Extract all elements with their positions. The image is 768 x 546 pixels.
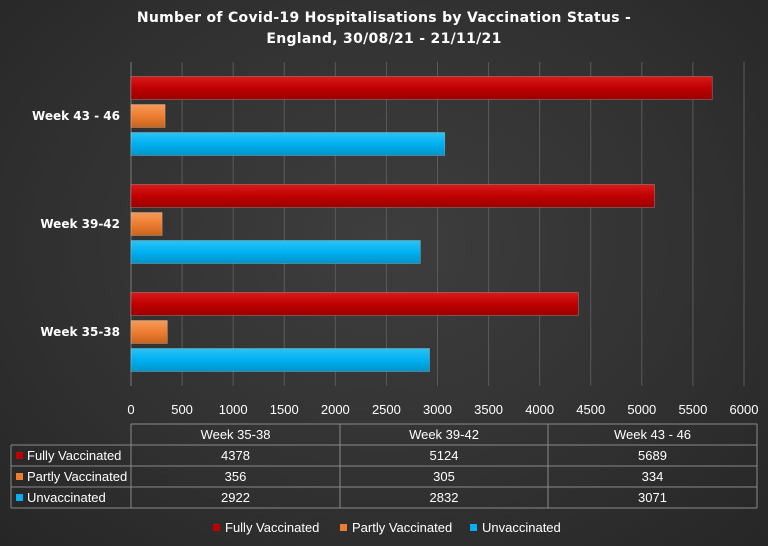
category-label: Week 39-42 (40, 217, 120, 231)
legend: Fully Vaccinated Partly Vaccinated Unvacci… (213, 520, 561, 535)
partly-vaccinated-key (16, 473, 23, 480)
data-table: Week 35-38 Week 39-42 Week 43 - 46 Fully Va… (10, 423, 758, 509)
table-cell: 4378 (221, 448, 250, 463)
unvaccinated-bar (130, 348, 430, 372)
x-tick-label: 3000 (423, 402, 452, 417)
table-row-label: Fully Vaccinated (27, 448, 121, 463)
table-cell: 2922 (221, 490, 250, 505)
legend-unvaccinated: Unvaccinated (482, 520, 561, 535)
x-tick-label: 4000 (525, 402, 554, 417)
x-tick-label: 500 (171, 402, 193, 417)
partly-vaccinated-bar (130, 320, 168, 344)
x-tick-label: 3500 (474, 402, 503, 417)
table-cell: 305 (433, 469, 455, 484)
x-tick-label: 1000 (219, 402, 248, 417)
gridlines (130, 62, 745, 386)
unvaccinated-bar (130, 240, 421, 264)
table-header: Week 43 - 46 (614, 427, 691, 442)
bars (130, 76, 713, 372)
chart-title-line-1: Number of Covid-19 Hospitalisations by V… (136, 10, 632, 26)
legend-partly-vaccinated: Partly Vaccinated (352, 520, 452, 535)
unvaccinated-key (16, 494, 23, 501)
table-cell: 3071 (638, 490, 667, 505)
chart-title-line-2: England, 30/08/21 - 21/11/21 (266, 31, 502, 47)
legend-fully-vaccinated-swatch (213, 524, 220, 531)
x-axis-ticks: 0 500 1000 1500 2000 2500 3000 3500 4000 4500 5000… (127, 402, 758, 417)
category-label: Week 43 - 46 (32, 109, 120, 123)
table-header: Week 35-38 (201, 427, 271, 442)
fully-vaccinated-bar (130, 76, 713, 100)
fully-vaccinated-key (16, 452, 23, 459)
legend-unvaccinated-swatch (470, 524, 477, 531)
table-cell: 334 (642, 469, 664, 484)
partly-vaccinated-bar (130, 104, 166, 128)
table-cell: 356 (225, 469, 247, 484)
table-cell: 2832 (430, 490, 459, 505)
x-tick-label: 5500 (678, 402, 707, 417)
unvaccinated-bar (130, 132, 446, 156)
x-tick-label: 2000 (321, 402, 350, 417)
partly-vaccinated-bar (130, 212, 163, 236)
table-header: Week 39-42 (409, 427, 479, 442)
table-row-label: Unvaccinated (27, 490, 106, 505)
fully-vaccinated-bar (130, 292, 579, 316)
x-tick-label: 0 (127, 402, 134, 417)
x-tick-label: 2500 (372, 402, 401, 417)
category-label: Week 35-38 (40, 325, 120, 339)
legend-partly-vaccinated-swatch (340, 524, 347, 531)
fully-vaccinated-bar (130, 184, 655, 208)
category-labels: Week 43 - 46 Week 39-42 Week 35-38 (32, 109, 120, 339)
table-cell: 5689 (638, 448, 667, 463)
x-tick-label: 4500 (576, 402, 605, 417)
x-tick-label: 1500 (270, 402, 299, 417)
table-row-label: Partly Vaccinated (27, 469, 127, 484)
legend-fully-vaccinated: Fully Vaccinated (225, 520, 319, 535)
x-tick-label: 6000 (730, 402, 759, 417)
table-cell: 5124 (430, 448, 459, 463)
x-tick-label: 5000 (627, 402, 656, 417)
